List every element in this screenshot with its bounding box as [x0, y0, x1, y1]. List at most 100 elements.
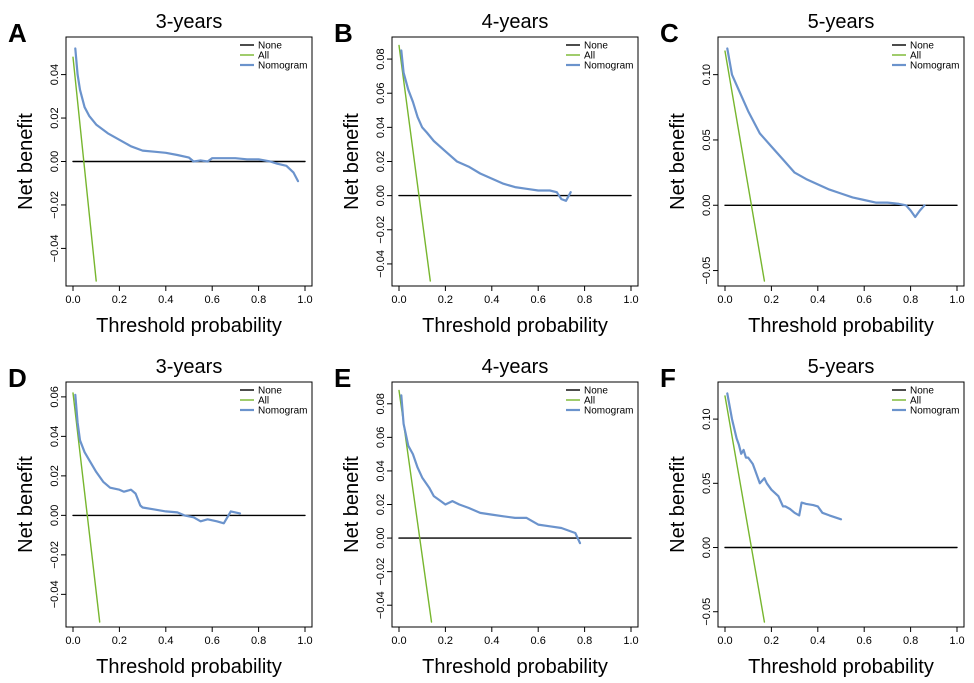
- x-tick-label: 0.0: [717, 635, 732, 647]
- panel-b: B 4-years 0.0 0.2 0.4 0.6 0.8 1.0 −0.04 −0.02 0.00…: [334, 11, 639, 337]
- y-tick-label: −0.04: [49, 234, 61, 262]
- y-tick-label: 0.05: [701, 473, 713, 494]
- panel-e: E 4-years 0.0 0.2 0.4 0.6 0.8 1.0 −0.04 −0.02 0.00…: [334, 356, 639, 678]
- x-axis-label: Threshold probability: [422, 656, 608, 678]
- legend-box: [563, 383, 637, 413]
- plot-frame: [717, 36, 965, 287]
- y-tick-label: 0.06: [375, 83, 387, 104]
- x-tick-label: 0.2: [764, 294, 779, 306]
- x-tick-label: 0.2: [112, 294, 127, 306]
- panel-title: 4-years: [482, 11, 549, 33]
- y-tick-label: 0.02: [375, 494, 387, 515]
- y-tick-label: 0.04: [49, 426, 61, 447]
- panel-letter: B: [334, 18, 353, 48]
- legend-label: All: [258, 51, 269, 62]
- panel-d: D 3-years 0.0 0.2 0.4 0.6 0.8 1.0 −0.04 −0.02 0.00…: [8, 356, 313, 678]
- series-group: [72, 47, 306, 282]
- legend-label: All: [584, 396, 595, 407]
- x-tick-label: 1.0: [623, 294, 638, 306]
- y-tick-label: 0.02: [49, 107, 61, 128]
- y-tick-label: 0.00: [375, 185, 387, 206]
- x-tick-label: 0.8: [251, 294, 266, 306]
- x-tick-label: 0.6: [205, 635, 220, 647]
- x-tick-label: 0.4: [810, 635, 825, 647]
- panel-letter: E: [334, 363, 351, 393]
- x-tick-label: 0.6: [531, 635, 546, 647]
- legend-box: [563, 38, 637, 68]
- y-tick-label: 0.00: [375, 527, 387, 548]
- x-tick-label: 1.0: [623, 635, 638, 647]
- x-tick-label: 0.2: [112, 635, 127, 647]
- x-tick-label: 0.0: [65, 635, 80, 647]
- series-group: [724, 392, 958, 623]
- series-line-nomogram: [400, 394, 582, 545]
- panel-title: 4-years: [482, 356, 549, 378]
- y-axis-label: Net benefit: [15, 456, 37, 553]
- y-axis-label: Net benefit: [667, 113, 689, 210]
- panel-f: F 5-years 0.0 0.2 0.4 0.6 0.8 1.0 −0.05 0.00 0.05 0…: [660, 356, 965, 678]
- x-tick-label: 0.8: [903, 635, 918, 647]
- series-line-nomogram: [74, 393, 242, 525]
- series-group: [398, 44, 632, 282]
- panel-c: C 5-years 0.0 0.2 0.4 0.6 0.8 1.0 −0.05 0.00 0.05 0…: [660, 11, 965, 337]
- y-tick-label: −0.02: [375, 216, 387, 244]
- panel-title: 5-years: [808, 356, 875, 378]
- x-tick-label: 1.0: [297, 294, 312, 306]
- x-tick-label: 0.4: [484, 635, 499, 647]
- x-tick-label: 0.4: [484, 294, 499, 306]
- series-group: [72, 392, 306, 623]
- y-tick-label: 0.06: [49, 386, 61, 407]
- panel-title: 5-years: [808, 11, 875, 33]
- x-tick-label: 0.8: [577, 635, 592, 647]
- y-tick-label: 0.10: [701, 408, 713, 429]
- x-axis-label: Threshold probability: [422, 315, 608, 337]
- series-line-nomogram: [74, 47, 300, 183]
- x-tick-label: 0.4: [810, 294, 825, 306]
- legend-box: [889, 383, 963, 413]
- series-line-all: [72, 392, 101, 623]
- panel-letter: C: [660, 18, 679, 48]
- y-tick-label: 0.00: [701, 537, 713, 558]
- plot-frame: [717, 381, 965, 628]
- legend-label: All: [910, 396, 921, 407]
- y-tick-label: −0.04: [375, 250, 387, 278]
- y-tick-label: −0.02: [375, 558, 387, 586]
- legend-box: [237, 38, 311, 68]
- x-tick-label: 0.6: [531, 294, 546, 306]
- y-tick-label: 0.04: [375, 460, 387, 481]
- series-line-all: [724, 50, 766, 282]
- legend-label: Nomogram: [584, 61, 633, 72]
- panel-letter: F: [660, 363, 676, 393]
- plot-frame: [391, 36, 639, 287]
- x-axis-label: Threshold probability: [748, 656, 934, 678]
- x-tick-label: 0.0: [391, 635, 406, 647]
- legend-label: None: [910, 41, 934, 52]
- y-tick-label: 0.00: [701, 195, 713, 216]
- x-tick-label: 0.4: [158, 635, 173, 647]
- y-axis-label: Net benefit: [15, 113, 37, 210]
- x-tick-label: 0.0: [65, 294, 80, 306]
- legend-label: None: [584, 41, 608, 52]
- y-tick-label: −0.02: [49, 191, 61, 219]
- y-axis-label: Net benefit: [667, 456, 689, 553]
- y-tick-label: 0.08: [375, 393, 387, 414]
- x-tick-label: 1.0: [949, 294, 964, 306]
- x-tick-label: 0.2: [438, 635, 453, 647]
- x-tick-label: 1.0: [297, 635, 312, 647]
- legend-label: Nomogram: [910, 406, 959, 417]
- series-group: [398, 389, 632, 623]
- y-tick-label: 0.04: [375, 117, 387, 138]
- x-tick-label: 0.2: [438, 294, 453, 306]
- legend-label: None: [910, 386, 934, 397]
- x-tick-label: 0.8: [903, 294, 918, 306]
- y-tick-label: 0.02: [49, 465, 61, 486]
- y-axis-label: Net benefit: [341, 456, 363, 553]
- y-tick-label: −0.05: [701, 598, 713, 626]
- x-axis-label: Threshold probability: [96, 656, 282, 678]
